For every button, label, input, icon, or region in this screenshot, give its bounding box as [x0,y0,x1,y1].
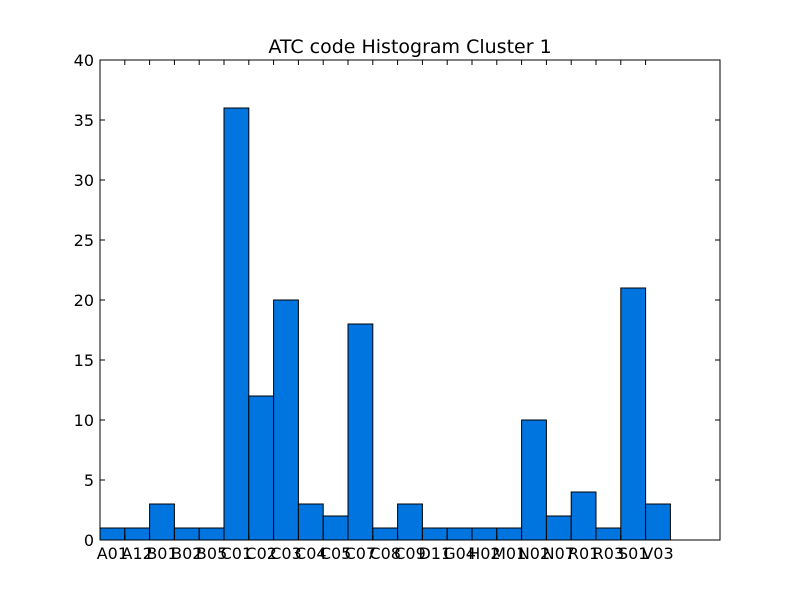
bar-R01 [570,491,597,541]
y-tick-label: 35 [74,111,94,130]
bar-A01 [99,527,126,541]
x-tick-label-R01: R01 [568,544,599,563]
y-tick-label: 20 [74,291,94,310]
y-tick-label: 15 [74,351,94,370]
y-tick-label: 30 [74,171,94,190]
x-tick-label-G04: G04 [443,544,476,563]
x-tick-label-C03: C03 [270,544,302,563]
bar-B05 [198,527,225,541]
x-tick-label-C04: C04 [295,544,327,563]
bar-C02 [248,395,275,541]
bar-V03 [645,503,671,541]
x-tick-label-C09: C09 [394,544,426,563]
bar-C01 [223,107,250,541]
x-tick-label-C05: C05 [320,544,352,563]
x-tick-label-N07: N07 [543,544,575,563]
x-tick-label-C02: C02 [245,544,277,563]
y-axis: 0 5 10 15 20 25 30 35 40 [74,51,720,550]
plot-frame [99,59,721,541]
bar-C09 [397,503,423,541]
x-tick-label-A12: A12 [122,544,153,563]
bar-C07 [347,323,374,541]
bar-B02 [173,527,200,541]
x-tick-label-C08: C08 [369,544,401,563]
bar-R03 [595,527,622,541]
bar-D11 [421,527,448,541]
y-tick-label: 40 [74,51,94,70]
x-tick-label-V03: V03 [642,544,673,563]
y-tick-label: 0 [84,531,94,550]
bar-H02 [471,527,498,541]
bar-C04 [297,503,324,541]
x-tick-label-B01: B01 [146,544,177,563]
x-tick-label-S01: S01 [618,544,649,563]
bar-C08 [372,527,399,541]
bar-B01 [149,503,175,541]
x-tick-label-N02: N02 [518,544,550,563]
y-tick-label: 25 [74,231,94,250]
bar-C03 [273,299,299,541]
x-tick-label-D11: D11 [418,544,451,563]
x-axis: A01A12B01B02B05C01C02C03C04C05C07C08C09D… [97,60,674,563]
chart-title: ATC code Histogram Cluster 1 [268,36,551,58]
x-tick-label-R03: R03 [593,544,624,563]
y-tick-label: 10 [74,411,94,430]
bars-group [99,107,671,541]
bar-M01 [496,527,523,541]
x-tick-label-B02: B02 [171,544,202,563]
bar-N02 [521,419,547,541]
bar-C05 [322,515,349,541]
x-tick-label-C07: C07 [345,544,377,563]
x-tick-label-C01: C01 [221,544,253,563]
bar-S01 [620,287,647,541]
bar-A12 [124,527,151,541]
y-tick-label: 5 [84,471,94,490]
bar-N07 [545,515,572,541]
x-tick-label-M01: M01 [492,544,526,563]
x-tick-label-B05: B05 [196,544,227,563]
bar-G04 [446,527,473,541]
x-tick-label-H02: H02 [468,544,500,563]
x-tick-label-A01: A01 [97,544,128,563]
